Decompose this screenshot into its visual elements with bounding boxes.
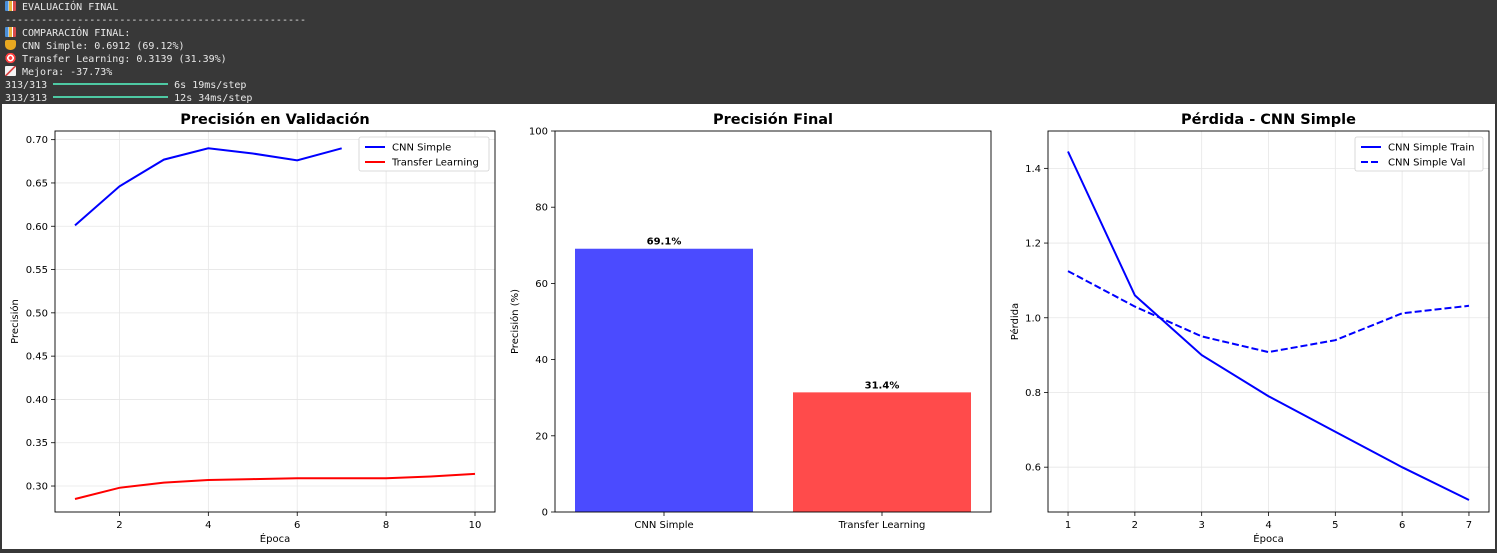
bar-chart-icon — [5, 27, 16, 37]
x-tick-label: 1 — [1065, 520, 1071, 531]
y-tick-label: 0.55 — [26, 265, 48, 276]
bar-chart-icon — [5, 1, 16, 11]
legend-label: CNN Simple — [392, 143, 451, 154]
y-tick-label: 100 — [529, 127, 548, 138]
bar-value-label: 31.4% — [865, 380, 900, 391]
legend-label: CNN Simple Train — [1388, 143, 1474, 154]
console-separator: ----------------------------------------… — [5, 15, 307, 26]
console-comparison-text: COMPARACIÓN FINAL: — [22, 28, 131, 39]
console-progress-line-2: 313/313 12s 34ms/step — [5, 92, 252, 105]
x-tick-label: 2 — [1132, 520, 1138, 531]
progress-bar — [53, 96, 169, 98]
y-tick-label: 20 — [535, 431, 548, 442]
y-tick-label: 80 — [535, 203, 548, 214]
x-tick-label: 7 — [1466, 520, 1472, 531]
y-tick-label: 0.30 — [26, 482, 48, 493]
legend-box — [1354, 136, 1484, 172]
x-axis-label: Época — [260, 532, 290, 545]
plot-frame — [1047, 130, 1490, 513]
figure-output: Precisión en Validación 0.30 0.35 0.40 0.45 0… — [2, 104, 1495, 549]
y-tick-label: 1.4 — [1025, 164, 1041, 175]
x-axis-label: Época — [1253, 532, 1283, 545]
progress-bar — [53, 83, 169, 85]
x-tick-label: 6 — [1399, 520, 1405, 531]
x-tick-label: CNN Simple — [634, 520, 693, 531]
series-line-1 — [74, 147, 342, 227]
x-tick-label: 2 — [116, 520, 122, 531]
y-tick-label: 40 — [535, 355, 548, 366]
progress-count: 313/313 — [5, 93, 48, 104]
x-tick-label: 4 — [205, 520, 211, 531]
y-tick-label: 0 — [542, 508, 548, 519]
console-improvement-text: Mejora: -37.73% — [22, 67, 113, 78]
console-output: EVALUACIÓN FINAL -----------------------… — [0, 0, 1497, 104]
x-tick-label: 8 — [383, 520, 389, 531]
x-tick-label: 3 — [1198, 520, 1204, 531]
y-tick-label: 0.45 — [26, 352, 48, 363]
legend-label: Transfer Learning — [391, 158, 479, 169]
console-header-line: EVALUACIÓN FINAL — [5, 1, 118, 14]
x-tick-label: 4 — [1265, 520, 1271, 531]
trophy-icon — [5, 40, 16, 50]
legend-box — [358, 136, 490, 172]
y-tick-label: 0.8 — [1025, 388, 1041, 399]
chart-panel-1: Precisión en Validación 0.30 0.35 0.40 0.45 0… — [9, 112, 496, 545]
console-tl-line: Transfer Learning: 0.3139 (31.39%) — [5, 53, 227, 66]
legend-label: CNN Simple Val — [1388, 158, 1465, 169]
y-tick-label: 0.35 — [26, 438, 48, 449]
x-tick-label: 6 — [294, 520, 300, 531]
series-line-2 — [1067, 270, 1470, 354]
y-axis-label: Precisión — [9, 299, 21, 344]
console-tl-text: Transfer Learning: 0.3139 (31.39%) — [22, 54, 227, 65]
y-tick-label: 0.6 — [1025, 463, 1041, 474]
console-comparison-line: COMPARACIÓN FINAL: — [5, 27, 130, 40]
y-tick-label: 60 — [535, 279, 548, 290]
bar — [793, 392, 971, 512]
console-cnn-text: CNN Simple: 0.6912 (69.12%) — [22, 41, 185, 52]
progress-count: 313/313 — [5, 80, 48, 91]
y-tick-label: 0.50 — [26, 308, 48, 319]
x-tick-label: 10 — [469, 520, 482, 531]
y-tick-label: 0.65 — [26, 178, 48, 189]
series-line-2 — [74, 472, 476, 500]
y-tick-label: 0.60 — [26, 222, 48, 233]
progress-timing: 6s 19ms/step — [174, 80, 247, 91]
y-tick-label: 0.40 — [26, 395, 48, 406]
bar — [575, 248, 753, 512]
plot-frame — [54, 130, 496, 513]
y-axis-label: Pérdida — [1009, 303, 1021, 340]
chart-panel-3: Pérdida - CNN Simple 0.6 0.8 1.0 1.2 1.4 Pérdi… — [1009, 112, 1490, 545]
figure-canvas: Precisión en Validación 0.30 0.35 0.40 0.45 0… — [9, 112, 1490, 545]
chart-title: Precisión en Validación — [180, 112, 369, 128]
console-cnn-line: CNN Simple: 0.6912 (69.12%) — [5, 40, 185, 53]
x-tick-label: 5 — [1332, 520, 1338, 531]
chart-title: Pérdida - CNN Simple — [1181, 112, 1356, 128]
target-icon — [5, 53, 16, 63]
y-tick-label: 1.0 — [1025, 313, 1041, 324]
console-improvement-line: Mejora: -37.73% — [5, 66, 112, 79]
console-header-text: EVALUACIÓN FINAL — [22, 2, 119, 13]
console-progress-line-1: 313/313 6s 19ms/step — [5, 79, 246, 92]
x-tick-label: Transfer Learning — [838, 520, 926, 531]
progress-timing: 12s 34ms/step — [174, 93, 253, 104]
chart-title: Precisión Final — [713, 112, 833, 128]
chart-panel-2: Precisión Final 0 20 40 60 80 100 Precisión (%)… — [509, 112, 992, 531]
plot-frame — [554, 130, 992, 513]
y-tick-label: 1.2 — [1025, 239, 1041, 250]
y-tick-label: 0.70 — [26, 135, 48, 146]
bar-value-label: 69.1% — [647, 237, 682, 248]
y-axis-label: Precisión (%) — [509, 289, 521, 354]
series-line-1 — [1067, 151, 1470, 501]
trend-chart-icon — [5, 66, 16, 76]
